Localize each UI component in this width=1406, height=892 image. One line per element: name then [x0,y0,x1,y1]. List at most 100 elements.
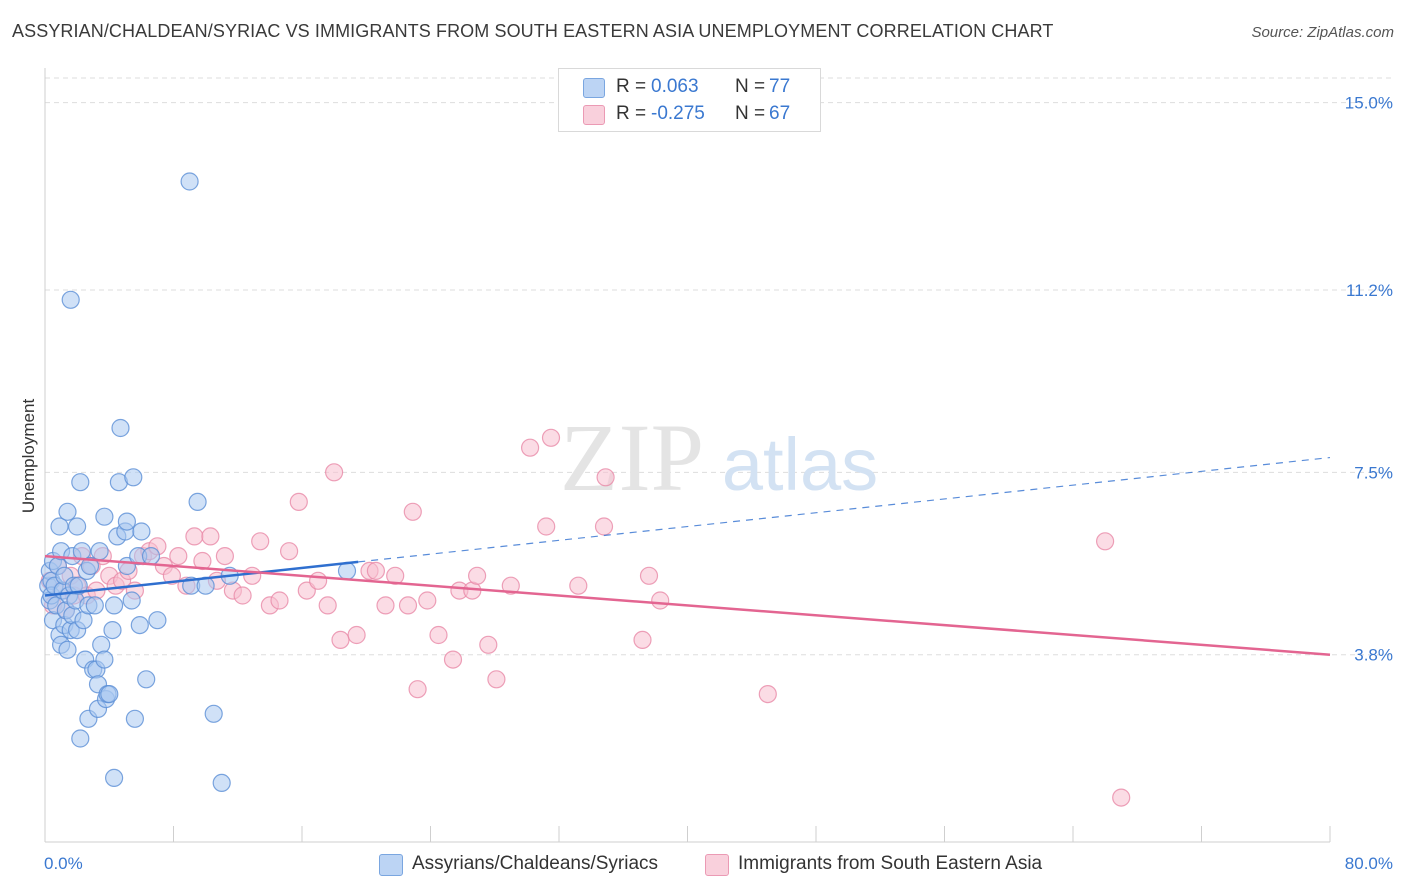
series-legend-label-pink: Immigrants from South Eastern Asia [738,853,1043,874]
pink-point [520,438,540,457]
blue-point [71,473,90,492]
y-tick-label: 7.5% [1354,463,1393,482]
blue-point [141,546,161,566]
gridlines [45,77,1392,656]
watermark-atlas: atlas [722,423,878,506]
legend-swatch-blue [583,78,605,98]
pink-point [596,468,615,487]
pink-point [633,630,652,650]
y-tick-label: 15.0% [1345,94,1393,113]
pink-point [429,625,448,645]
blue-trend-extension [358,456,1331,563]
legend-n-label: N = [735,76,766,97]
blue-point [80,556,100,576]
pink-point [487,670,506,689]
blue-trend-line [44,560,359,597]
blue-point [125,709,144,728]
pink-point [169,546,188,566]
blue-point [58,502,77,521]
blue-point [58,640,77,659]
pink-point [408,680,427,699]
pink-point [201,527,220,546]
blue-point [104,768,124,788]
pink-point [325,463,344,482]
pink-point [537,517,556,536]
blue-point [148,611,167,630]
blue-point [67,517,87,536]
legend-swatch-pink [583,105,605,125]
blue-point [188,492,207,511]
pink-point [162,566,181,585]
pink-point [569,576,588,595]
blue-point [130,615,149,635]
pink-point [185,527,204,546]
pink-point [639,566,659,585]
pink-point [651,591,670,610]
pink-point [386,566,405,585]
y-tick-label: 11.2% [1346,281,1393,300]
correlation-legend: R = 0.063 N = 77 R = -0.275 N = 67 [558,68,821,132]
legend-r-value-blue: 0.063 [651,76,699,97]
tick-labels: 3.8% 7.5% 11.2% 15.0% 0.0% 80.0% [44,94,1393,873]
legend-n-label: N = [735,103,766,124]
pink-point [347,625,366,645]
pink-point [443,650,463,669]
blue-point [122,591,141,610]
pink-point [289,492,308,511]
pink-point [318,596,337,615]
blue-point [204,704,223,723]
watermark-zip: ZIP [560,404,704,511]
pink-point [594,517,614,536]
blue-point [117,512,137,531]
legend-row-pink: R = -0.275 N = 67 [559,101,820,128]
source-label: Source: ZipAtlas.com [1251,24,1394,41]
pink-point [193,551,212,571]
pink-point [501,576,520,595]
legend-n-value-pink: 67 [769,103,791,124]
blue-point [212,773,231,793]
pink-point [366,561,385,581]
blue-point [61,290,80,309]
watermark: ZIP atlas [560,404,878,511]
blue-point [72,542,92,561]
blue-point [71,729,90,748]
pink-point [403,502,422,521]
legend-row-blue: R = 0.063 N = 77 [559,74,820,101]
blue-point [104,596,124,615]
pink-point [331,630,350,650]
blue-point [92,635,111,654]
series-legend-label-blue: Assyrians/Chaldeans/Syriacs [412,853,659,874]
blue-point [95,507,114,526]
pink-trend-line [44,554,1331,656]
legend-r-label: R = [616,103,647,124]
legend-n-value-blue: 77 [769,76,791,97]
axes [44,68,1331,843]
pink-point [376,596,395,615]
blue-point [95,650,114,669]
pink-point [758,684,777,704]
blue-point [124,468,143,487]
series-legend: Assyrians/Chaldeans/Syriacs Immigrants f… [0,852,1406,878]
pink-point [233,586,252,605]
chart-title: ASSYRIAN/CHALDEAN/SYRIAC VS IMMIGRANTS F… [12,21,1054,41]
pink-point [270,591,289,610]
y-tick-label: 3.8% [1354,646,1393,665]
legend-r-label: R = [616,76,647,97]
pink-point [1095,532,1115,551]
trend-lines [44,456,1331,656]
blue-point [69,576,88,595]
x-tick-label: 0.0% [44,854,83,873]
pink-point [215,546,234,566]
x-tick-label: 80.0% [1345,854,1393,873]
legend-r-value-pink: -0.275 [651,103,705,124]
pink-point [479,635,498,654]
blue-point [111,418,130,438]
blue-point [90,542,109,561]
blue-point [85,596,104,615]
pink-point [243,566,262,585]
blue-point [103,620,122,640]
pink-point [251,532,270,551]
series-legend-swatch-pink [705,854,729,876]
pink-point [1112,788,1131,807]
